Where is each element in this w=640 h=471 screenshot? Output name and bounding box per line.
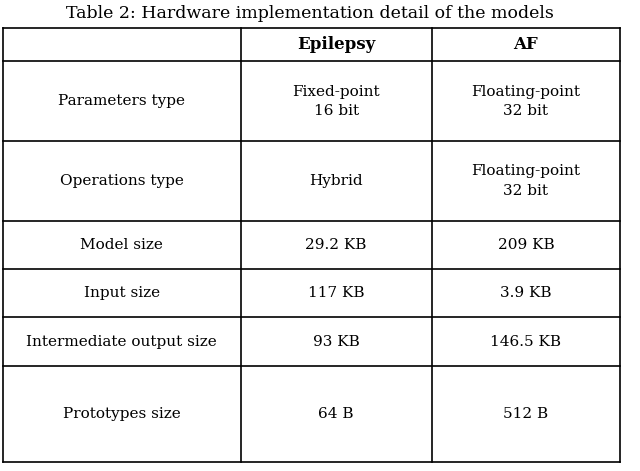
Text: AF: AF (513, 36, 538, 53)
Text: 512 B: 512 B (503, 407, 548, 421)
Text: Parameters type: Parameters type (58, 94, 185, 108)
Text: Epilepsy: Epilepsy (297, 36, 375, 53)
Text: Fixed-point
16 bit: Fixed-point 16 bit (292, 85, 380, 118)
Text: Hybrid: Hybrid (309, 174, 363, 188)
Text: 3.9 KB: 3.9 KB (500, 286, 552, 300)
Text: Model size: Model size (81, 238, 163, 252)
Text: Prototypes size: Prototypes size (63, 407, 180, 421)
Text: 209 KB: 209 KB (497, 238, 554, 252)
Text: Input size: Input size (84, 286, 160, 300)
Text: 117 KB: 117 KB (308, 286, 364, 300)
Text: Table 2: Hardware implementation detail of the models: Table 2: Hardware implementation detail … (66, 6, 554, 23)
Text: Floating-point
32 bit: Floating-point 32 bit (472, 85, 580, 118)
Text: Floating-point
32 bit: Floating-point 32 bit (472, 164, 580, 198)
Text: Operations type: Operations type (60, 174, 184, 188)
Text: 64 B: 64 B (319, 407, 354, 421)
Text: 93 KB: 93 KB (313, 334, 360, 349)
Text: 146.5 KB: 146.5 KB (490, 334, 561, 349)
Text: Intermediate output size: Intermediate output size (26, 334, 217, 349)
Text: 29.2 KB: 29.2 KB (305, 238, 367, 252)
